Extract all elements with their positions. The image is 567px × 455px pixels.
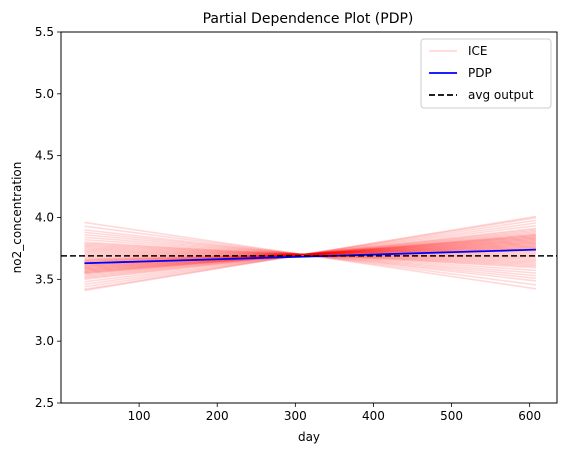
y-tick-label: 3.5 [35,272,54,286]
ice-line-42 [84,216,537,291]
x-tick-label: 600 [518,409,541,423]
ice-line-6 [84,236,536,274]
ice-line-32 [84,235,536,273]
ice-line-8 [84,241,536,269]
y-axis: 2.5 3.0 3.5 4.0 4.5 5.0 5.5 [35,25,61,410]
ice-line-7 [84,238,536,272]
ice-line-48 [84,245,536,263]
ice-line-10 [84,243,536,266]
ice-line-12 [84,246,536,264]
x-tick-label: 100 [128,409,151,423]
ice-line-15 [84,250,536,260]
y-tick-label: 3.0 [35,334,54,348]
ice-line-51 [84,236,536,272]
ice-line-50 [84,234,536,274]
ice-line-34 [84,232,536,276]
ice-line-13 [84,247,536,262]
ice-line-55 [84,247,536,262]
ice-line-36 [84,230,536,278]
legend-label: avg output [468,88,534,102]
ice-line-41 [84,219,537,288]
ice-line-2 [84,225,537,286]
x-tick-label: 200 [206,409,229,423]
ice-line-31 [84,236,536,272]
ice-line-9 [84,242,536,268]
ice-line-5 [84,234,536,277]
legend: ICE PDP avg output [420,38,552,109]
ice-line-14 [84,248,536,261]
x-axis-label: day [298,430,320,444]
ice-line-19 [84,252,536,257]
ice-line-23 [84,247,536,262]
ice-line-53 [84,241,536,267]
x-axis: 100 200 300 400 500 600 [128,403,541,423]
ice-line-47 [84,235,536,273]
legend-label: ICE [468,44,488,58]
ice-line-45 [84,240,536,268]
ice-line-43 [84,215,537,292]
x-tick-label: 300 [284,409,307,423]
ice-line-27 [84,241,536,267]
ice-line-28 [84,240,536,268]
y-tick-label: 5.0 [35,87,54,101]
legend-box [420,38,552,109]
y-tick-label: 4.5 [35,149,54,163]
x-tick-label: 400 [362,409,385,423]
plot-area [61,215,557,292]
y-tick-label: 2.5 [35,396,54,410]
y-tick-label: 4.0 [35,211,54,225]
ice-line-24 [84,245,536,263]
ice-line-29 [84,239,536,270]
ice-line-37 [84,228,536,279]
ice-line-11 [84,245,536,265]
legend-label: PDP [468,66,492,80]
ice-line-30 [84,238,536,271]
y-tick-label: 5.5 [35,25,54,39]
ice-line-3 [84,229,537,282]
x-tick-label: 500 [440,409,463,423]
ice-line-38 [84,227,537,281]
ice-line-39 [84,224,537,283]
ice-line-4 [84,231,536,280]
ice-line-52 [84,239,536,270]
chart-title: Partial Dependence Plot (PDP) [203,11,414,27]
ice-line-35 [84,231,536,277]
ice-line-40 [84,222,537,286]
y-axis-label: no2_concentration [10,162,24,274]
ice-line-33 [84,234,536,274]
ice-line-46 [84,238,536,271]
pdp-line [84,248,536,265]
